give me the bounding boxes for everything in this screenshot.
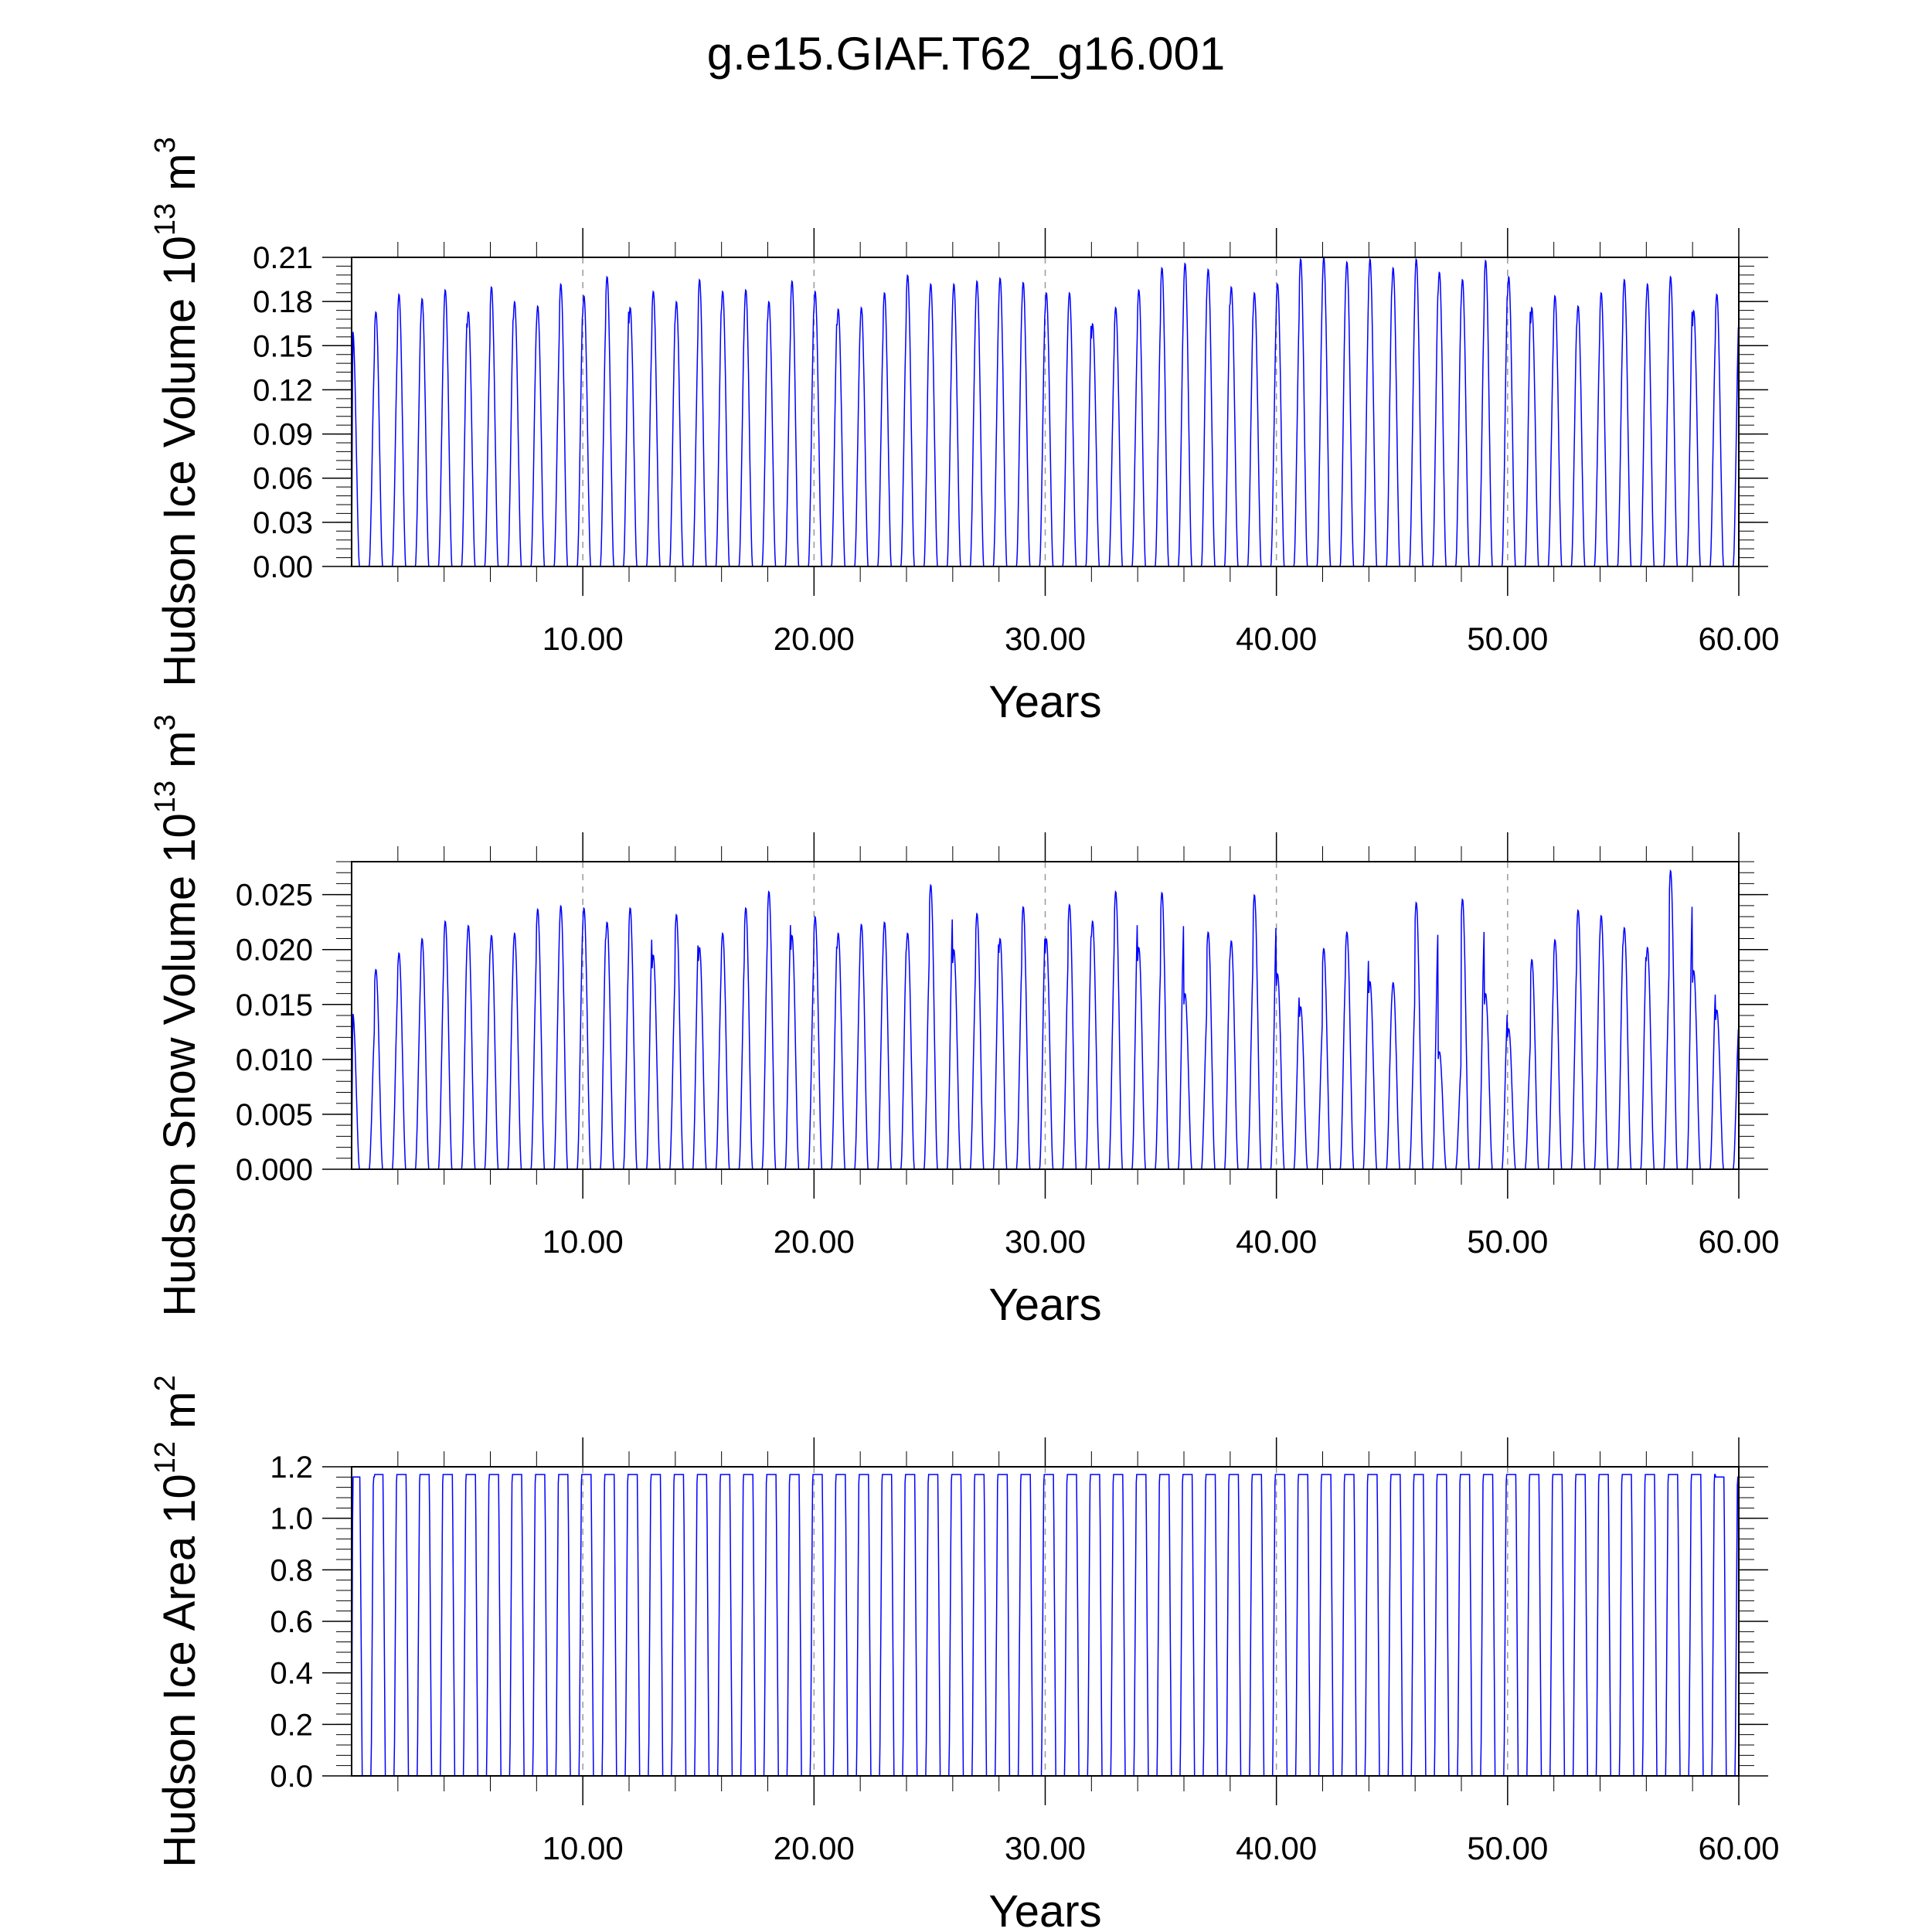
series-line (351, 869, 1740, 1170)
y-tick-label: 0.010 (236, 1043, 313, 1077)
y-tick-label: 0.0 (270, 1760, 313, 1794)
y-tick-label: 0.21 (253, 241, 313, 275)
x-axis-label: Years (988, 677, 1101, 727)
chart-panel-2: 0.000 0.005 0.010 0.015 0.020 0.025 10.00 20.00… (149, 714, 1780, 1330)
y-tick-label: 0.15 (253, 329, 313, 363)
x-tick-label: 50.00 (1467, 1223, 1548, 1260)
y-tick-label: 0.18 (253, 285, 313, 319)
y-tick-label: 0.00 (253, 550, 313, 584)
x-tick-label: 20.00 (774, 1223, 855, 1260)
x-tick-label: 20.00 (774, 621, 855, 657)
x-tick-label: 30.00 (1005, 621, 1086, 657)
x-tick-label: 10.00 (543, 1223, 624, 1260)
y-tick-label: 0.2 (270, 1708, 313, 1742)
series-line (351, 1474, 1740, 1777)
y-tick-label: 0.000 (236, 1153, 313, 1187)
y-tick-label: 0.09 (253, 418, 313, 452)
x-tick-label: 20.00 (774, 1830, 855, 1866)
x-tick-label: 30.00 (1005, 1223, 1086, 1260)
x-tick-label: 10.00 (543, 621, 624, 657)
x-tick-label: 40.00 (1236, 621, 1317, 657)
x-tick-label: 60.00 (1698, 1223, 1779, 1260)
x-tick-label: 50.00 (1467, 621, 1548, 657)
y-tick-label: 0.005 (236, 1098, 313, 1132)
x-axis-label: Years (988, 1280, 1101, 1330)
y-tick-label: 0.020 (236, 934, 313, 968)
y-tick-label: 0.4 (270, 1657, 313, 1691)
chart-panel-1: 0.00 0.03 0.06 0.09 0.12 0.15 0.18 0.21 10.00 20.… (149, 137, 1780, 727)
x-tick-label: 10.00 (543, 1830, 624, 1866)
x-tick-label: 40.00 (1236, 1223, 1317, 1260)
x-tick-label: 30.00 (1005, 1830, 1086, 1866)
y-tick-label: 1.2 (270, 1451, 313, 1485)
y-tick-label: 0.12 (253, 373, 313, 407)
x-axis-label: Years (988, 1886, 1101, 1932)
y-tick-label: 0.03 (253, 506, 313, 540)
y-axis-label: Hudson Ice Volume 1013 m3 (149, 137, 205, 686)
chart-panel-3: 0.0 0.2 0.4 0.6 0.8 1.0 1.2 10.00 20.00 30.00 40.0… (149, 1375, 1780, 1932)
y-tick-label: 0.025 (236, 879, 313, 913)
figure-title: g.e15.GIAF.T62_g16.001 (707, 28, 1226, 80)
x-tick-label: 50.00 (1467, 1830, 1548, 1866)
x-tick-label: 40.00 (1236, 1830, 1317, 1866)
series-line (351, 256, 1740, 567)
y-axis-label: Hudson Ice Area 1012 m2 (149, 1375, 205, 1867)
y-tick-label: 0.8 (270, 1553, 313, 1587)
x-tick-label: 60.00 (1698, 1830, 1779, 1866)
y-tick-label: 1.0 (270, 1502, 313, 1536)
y-tick-label: 0.015 (236, 988, 313, 1022)
y-axis-label: Hudson Snow Volume 1013 m3 (149, 714, 205, 1316)
y-tick-label: 0.06 (253, 462, 313, 496)
x-tick-label: 60.00 (1698, 621, 1779, 657)
y-tick-label: 0.6 (270, 1605, 313, 1639)
